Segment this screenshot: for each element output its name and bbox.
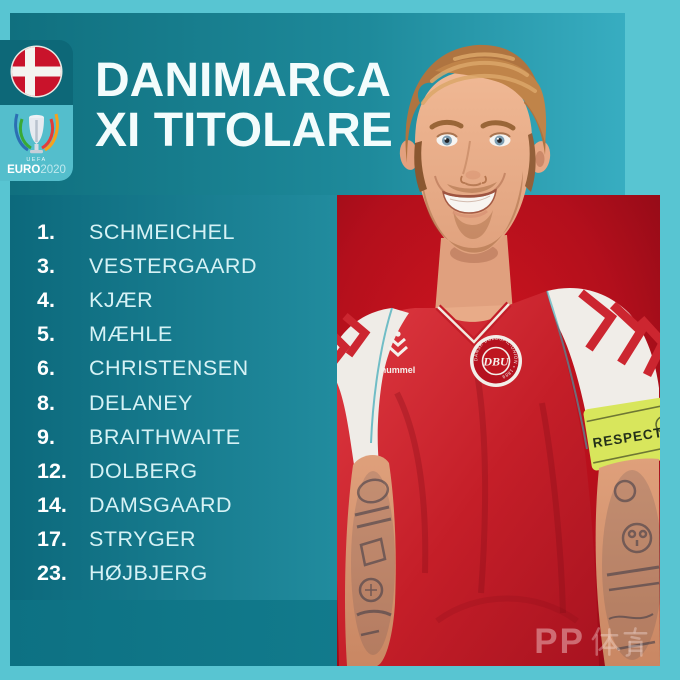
roster-row: 1. SCHMEICHEL [37, 215, 257, 249]
player-number: 4. [37, 287, 55, 312]
roster-row: 12. DOLBERG [37, 454, 257, 488]
euro-tile: UEFA EURO2020 [0, 105, 73, 181]
person-illustration: DANSK BOLDSPIL-UNION • 1889 DBU hummel [337, 44, 660, 666]
crest-monogram: DBU [482, 355, 510, 369]
corner-patch [625, 13, 660, 195]
hummel-logo: hummel [381, 331, 416, 375]
player-name: CHRISTENSEN [89, 356, 249, 381]
denmark-flag-icon [10, 45, 63, 103]
player-name: KJÆR [89, 287, 154, 312]
roster-list: 1. SCHMEICHEL 3. VESTERGAARD 4. KJÆR 5. MÆHL… [37, 215, 257, 591]
captain-armband: RESPECT [583, 397, 660, 471]
jersey [337, 291, 599, 666]
tattoos [351, 470, 660, 660]
player-name: DELANEY [89, 390, 193, 415]
roster-row: 5. MÆHLE [37, 318, 257, 352]
uefa-label: UEFA [26, 157, 46, 163]
euro2020-logo: UEFA EURO2020 [7, 113, 66, 176]
player-name: HØJBJERG [89, 561, 208, 586]
player-number: 14. [37, 493, 67, 518]
roster-row: 9. BRAITHWAITE [37, 420, 257, 454]
player-number: 3. [37, 253, 55, 278]
watermark: PP [534, 622, 650, 662]
watermark-cjk-icon [591, 627, 648, 657]
player-photo: DANSK BOLDSPIL-UNION • 1889 DBU hummel [337, 13, 660, 666]
uefa-emblem-icon [655, 415, 660, 434]
player-number: 12. [37, 458, 67, 483]
flag-tile [0, 40, 73, 105]
roster-row: 17. STRYGER [37, 523, 257, 557]
right-forearm [595, 458, 660, 666]
svg-text:EURO2020: EURO2020 [7, 164, 66, 176]
hummel-chevrons-icon [578, 289, 660, 378]
euro-wordmark: EURO [7, 164, 40, 176]
player-number: 6. [37, 356, 55, 381]
hummel-wordmark: hummel [381, 365, 416, 375]
player-name: MÆHLE [89, 322, 173, 347]
player-number: 5. [37, 322, 55, 347]
face [399, 44, 551, 254]
player-name: BRAITHWAITE [89, 424, 241, 449]
player-number: 17. [37, 527, 67, 552]
player-name: STRYGER [89, 527, 197, 552]
roster-row: 14. DAMSGAARD [37, 489, 257, 523]
dbu-crest: DANSK BOLDSPIL-UNION • 1889 DBU [470, 335, 522, 387]
player-name: VESTERGAARD [89, 253, 257, 278]
roster-row: 6. CHRISTENSEN [37, 352, 257, 386]
player-name: SCHMEICHEL [89, 219, 235, 244]
pp-sports-wordmark: PP [534, 622, 585, 661]
page-title: DANIMARCA XI TITOLARE [95, 56, 393, 156]
player-number: 23. [37, 561, 67, 586]
title-line1: DANIMARCA [95, 54, 391, 107]
roster-row: 3. VESTERGAARD [37, 249, 257, 283]
roster-row: 4. KJÆR [37, 283, 257, 317]
player-name: DOLBERG [89, 458, 198, 483]
euro-year: 2020 [40, 164, 66, 176]
roster-row: 23. HØJBJERG [37, 557, 257, 591]
player-number: 8. [37, 390, 55, 415]
player-number: 1. [37, 219, 55, 244]
player-name: DAMSGAARD [89, 493, 233, 518]
trophy-icon [14, 113, 59, 154]
player-number: 9. [37, 424, 55, 449]
roster-row: 8. DELANEY [37, 386, 257, 420]
title-band [10, 13, 660, 195]
title-line2: XI TITOLARE [95, 104, 393, 157]
main-panel: DANSK BOLDSPIL-UNION • 1889 DBU hummel [10, 13, 660, 666]
